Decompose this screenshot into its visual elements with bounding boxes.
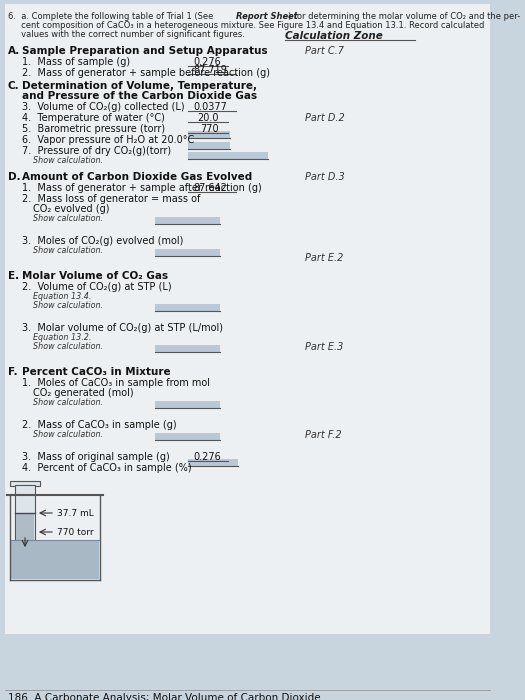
- Text: E.: E.: [8, 271, 19, 281]
- Text: 20.0: 20.0: [197, 113, 218, 123]
- Text: Show calculation.: Show calculation.: [33, 342, 103, 351]
- Bar: [155, 401, 220, 409]
- Text: 2.  Volume of CO₂(g) at STP (L): 2. Volume of CO₂(g) at STP (L): [22, 282, 172, 292]
- Bar: [10, 481, 40, 486]
- Text: 1.  Moles of CaCO₃ in sample from mol: 1. Moles of CaCO₃ in sample from mol: [22, 378, 210, 388]
- Bar: [188, 459, 238, 467]
- Text: Determination of Volume, Temperature,: Determination of Volume, Temperature,: [22, 81, 257, 91]
- Text: 0.276: 0.276: [193, 57, 220, 67]
- Text: 6.  a. Complete the following table of Trial 1 (See: 6. a. Complete the following table of Tr…: [8, 12, 216, 21]
- Text: Calculation Zone: Calculation Zone: [285, 31, 383, 41]
- Text: 4.  Percent of CaCO₃ in sample (%): 4. Percent of CaCO₃ in sample (%): [22, 463, 192, 473]
- Text: ) for determining the molar volume of CO₂ and the per-: ) for determining the molar volume of CO…: [288, 12, 520, 21]
- Text: D.: D.: [8, 172, 20, 182]
- Bar: [15, 485, 35, 575]
- Text: Show calculation.: Show calculation.: [33, 398, 103, 407]
- Text: 4.  Temperature of water (°C): 4. Temperature of water (°C): [22, 113, 165, 123]
- Bar: [11, 540, 99, 579]
- Text: 2.  Mass loss of generator = mass of: 2. Mass loss of generator = mass of: [22, 194, 201, 204]
- Text: 6.  Vapor pressure of H₂O at 20.0°C: 6. Vapor pressure of H₂O at 20.0°C: [22, 135, 194, 145]
- Text: Part D.2: Part D.2: [305, 113, 345, 123]
- Text: Part E.2: Part E.2: [305, 253, 343, 263]
- Text: 770 torr: 770 torr: [57, 528, 93, 537]
- Text: cent composition of CaCO₃ in a heterogeneous mixture. See Figure 13.4 and Equati: cent composition of CaCO₃ in a heterogen…: [8, 21, 485, 30]
- Bar: [155, 345, 220, 353]
- Text: Part F.2: Part F.2: [305, 430, 342, 440]
- Text: 3.  Volume of CO₂(g) collected (L): 3. Volume of CO₂(g) collected (L): [22, 102, 185, 112]
- Text: 186  A Carbonate Analysis; Molar Volume of Carbon Dioxide: 186 A Carbonate Analysis; Molar Volume o…: [8, 693, 321, 700]
- Text: 3.  Molar volume of CO₂(g) at STP (L/mol): 3. Molar volume of CO₂(g) at STP (L/mol): [22, 323, 223, 333]
- Text: Part D.3: Part D.3: [305, 172, 345, 182]
- Text: 5.  Barometric pressure (torr): 5. Barometric pressure (torr): [22, 124, 165, 134]
- Text: 1.  Mass of generator + sample after reaction (g): 1. Mass of generator + sample after reac…: [22, 183, 262, 193]
- Bar: [16, 513, 34, 573]
- Text: Show calculation.: Show calculation.: [33, 214, 103, 223]
- Text: 770: 770: [200, 124, 218, 134]
- Text: values with the correct number of significant figures.: values with the correct number of signif…: [8, 30, 245, 39]
- Text: Sample Preparation and Setup Apparatus: Sample Preparation and Setup Apparatus: [22, 46, 268, 56]
- Text: Show calculation.: Show calculation.: [33, 156, 103, 165]
- Text: Molar Volume of CO₂ Gas: Molar Volume of CO₂ Gas: [22, 271, 168, 281]
- Bar: [155, 304, 220, 312]
- Text: Show calculation.: Show calculation.: [33, 430, 103, 439]
- Text: 87.719: 87.719: [193, 65, 227, 75]
- Text: Report Sheet: Report Sheet: [236, 12, 298, 21]
- Text: and Pressure of the Carbon Dioxide Gas: and Pressure of the Carbon Dioxide Gas: [22, 91, 257, 101]
- Bar: [188, 142, 230, 150]
- Bar: [155, 249, 220, 257]
- Text: 2.  Mass of CaCO₃ in sample (g): 2. Mass of CaCO₃ in sample (g): [22, 420, 176, 430]
- Text: Show calculation.: Show calculation.: [33, 246, 103, 255]
- Text: Amount of Carbon Dioxide Gas Evolved: Amount of Carbon Dioxide Gas Evolved: [22, 172, 252, 182]
- Text: 1.  Mass of sample (g): 1. Mass of sample (g): [22, 57, 130, 67]
- Bar: [188, 131, 230, 139]
- Text: 3.  Mass of original sample (g): 3. Mass of original sample (g): [22, 452, 170, 462]
- Text: Part E.3: Part E.3: [305, 342, 343, 352]
- Text: CO₂ evolved (g): CO₂ evolved (g): [33, 204, 110, 214]
- Text: C.: C.: [8, 81, 19, 91]
- Text: 3.  Moles of CO₂(g) evolved (mol): 3. Moles of CO₂(g) evolved (mol): [22, 236, 183, 246]
- Text: A.: A.: [8, 46, 20, 56]
- Bar: [155, 217, 220, 225]
- Text: CO₂ generated (mol): CO₂ generated (mol): [33, 388, 134, 398]
- Text: Part C.7: Part C.7: [305, 46, 344, 56]
- Text: Percent CaCO₃ in Mixture: Percent CaCO₃ in Mixture: [22, 367, 171, 377]
- Text: Equation 13.2.: Equation 13.2.: [33, 333, 91, 342]
- Text: 2.  Mass of generator + sample before reaction (g): 2. Mass of generator + sample before rea…: [22, 68, 270, 78]
- Bar: [188, 152, 268, 160]
- Text: Equation 13.4.: Equation 13.4.: [33, 292, 91, 301]
- Text: F.: F.: [8, 367, 18, 377]
- Text: 37.7 mL: 37.7 mL: [57, 509, 94, 518]
- Bar: [155, 433, 220, 441]
- Text: 87.642: 87.642: [193, 183, 227, 193]
- Text: 0.0377: 0.0377: [193, 102, 227, 112]
- Text: 0.276: 0.276: [193, 452, 220, 462]
- Text: 7.  Pressure of dry CO₂(g)(torr): 7. Pressure of dry CO₂(g)(torr): [22, 146, 171, 156]
- Text: Show calculation.: Show calculation.: [33, 301, 103, 310]
